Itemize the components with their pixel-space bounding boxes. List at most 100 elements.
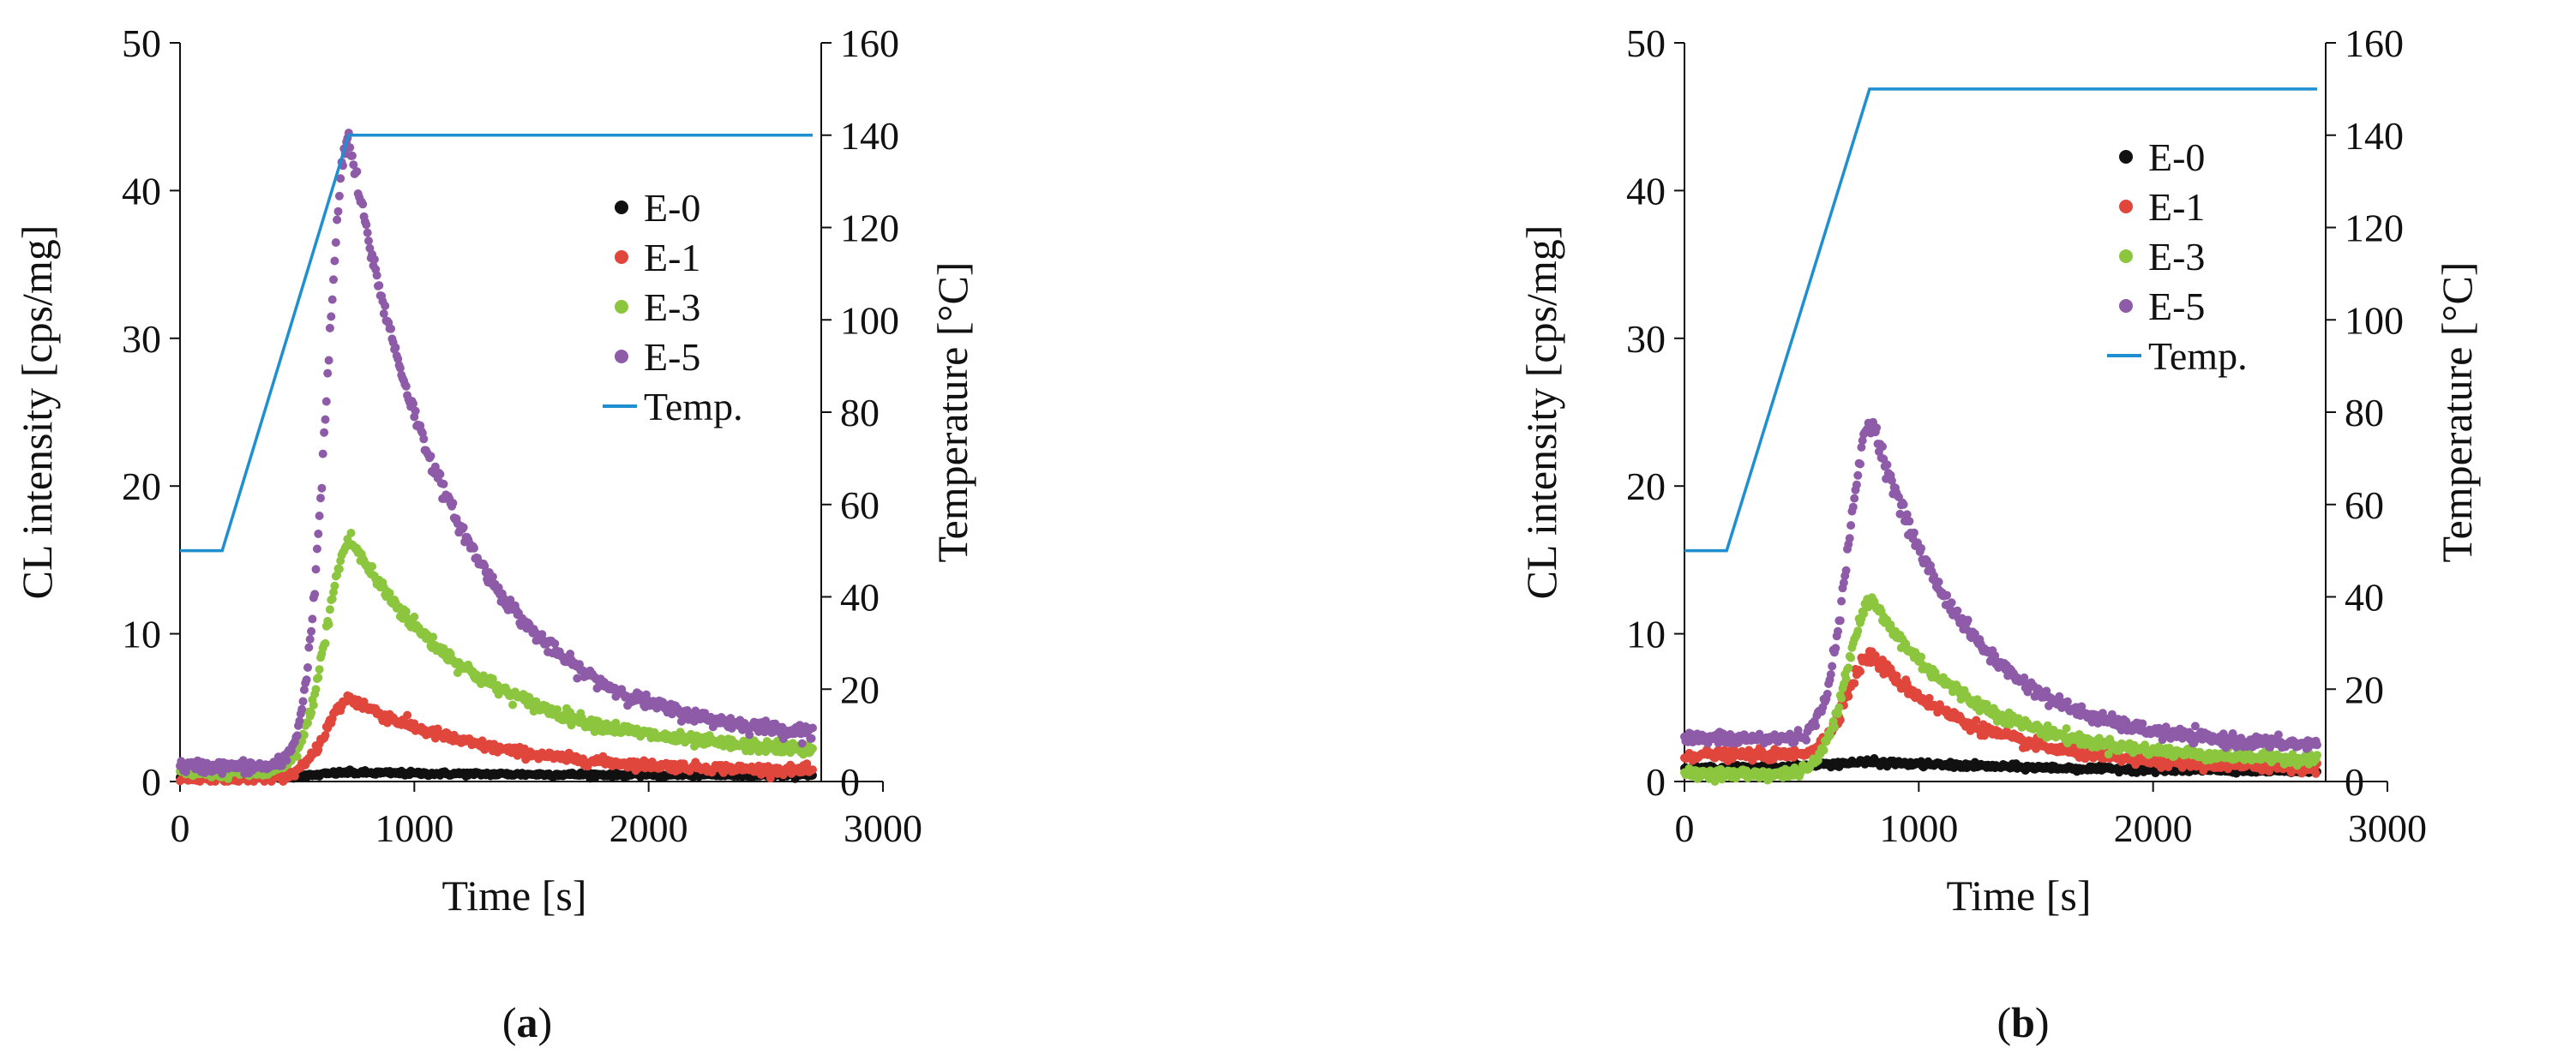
- data-point: [2273, 730, 2283, 740]
- y-tick-label: 20: [122, 464, 161, 508]
- data-point: [1835, 616, 1845, 626]
- data-point: [315, 512, 324, 520]
- data-point: [1972, 716, 1981, 725]
- data-point: [470, 543, 478, 553]
- data-point: [321, 397, 331, 406]
- data-point: [329, 275, 338, 284]
- x-tick-label: 0: [1675, 806, 1695, 850]
- data-point: [315, 665, 324, 674]
- y2-tick-label: 0: [840, 760, 860, 804]
- data-point: [797, 739, 807, 748]
- y2-tick-label: 120: [2345, 207, 2404, 250]
- data-point: [303, 663, 312, 672]
- data-point: [307, 626, 316, 636]
- data-point: [410, 612, 419, 621]
- series-temp: [180, 134, 813, 553]
- data-point: [1845, 534, 1854, 543]
- legend-label-e-5: E-5: [2148, 284, 2205, 328]
- x-tick-label: 0: [171, 806, 190, 850]
- data-point: [295, 716, 304, 726]
- data-point: [1878, 442, 1887, 452]
- series-e-5: [1680, 417, 2321, 753]
- data-point: [1882, 460, 1892, 470]
- data-point: [1841, 566, 1851, 575]
- data-point: [401, 381, 411, 391]
- y-tick-label: 40: [122, 169, 161, 213]
- y-tick-label: 0: [141, 760, 161, 804]
- data-point: [310, 590, 320, 599]
- data-point: [387, 324, 395, 333]
- data-point: [1822, 689, 1832, 698]
- legend-swatch-e-3: [2119, 249, 2133, 263]
- legend-label-temp: Temp.: [644, 385, 743, 428]
- y2-tick-label: 60: [840, 483, 880, 527]
- legend-label-e-1: E-1: [2148, 185, 2205, 229]
- data-point: [1826, 670, 1835, 679]
- data-point: [318, 449, 327, 458]
- data-point: [435, 470, 445, 479]
- data-point: [324, 620, 333, 629]
- y2-tick-label: 40: [2345, 576, 2384, 620]
- y2-tick-label: 80: [840, 391, 880, 434]
- data-point: [327, 595, 337, 603]
- data-point: [331, 238, 340, 247]
- data-point: [2062, 724, 2071, 734]
- data-point: [550, 639, 560, 649]
- data-point: [1834, 710, 1842, 718]
- data-point: [1934, 578, 1943, 586]
- data-point: [2190, 722, 2200, 731]
- data-point: [324, 356, 333, 365]
- data-point: [330, 256, 339, 266]
- data-point: [1834, 626, 1842, 636]
- data-point: [323, 368, 333, 378]
- data-point: [429, 632, 438, 642]
- data-point: [1859, 609, 1869, 619]
- y2-tick-label: 160: [840, 21, 899, 65]
- data-point: [1844, 692, 1853, 701]
- y2-tick-label: 0: [2345, 760, 2364, 804]
- data-point: [325, 323, 334, 332]
- data-point: [292, 731, 302, 740]
- data-point: [321, 731, 330, 740]
- y2-tick-label: 140: [840, 114, 899, 158]
- data-point: [488, 572, 497, 582]
- data-point: [808, 765, 817, 775]
- data-point: [573, 674, 582, 683]
- data-point: [369, 255, 379, 264]
- x-tick-label: 3000: [844, 806, 922, 850]
- data-point: [1917, 543, 1926, 553]
- legend-label-e-1: E-1: [644, 236, 700, 279]
- data-point: [312, 544, 321, 554]
- data-point: [480, 561, 489, 571]
- data-point: [1895, 509, 1905, 518]
- data-point: [334, 565, 344, 573]
- x-tick-label: 2000: [2114, 806, 2193, 850]
- data-point: [305, 635, 315, 644]
- data-point: [352, 167, 362, 177]
- y2-axis-label: Temperature [°C]: [928, 261, 976, 562]
- data-point: [1848, 502, 1858, 512]
- data-point: [1953, 606, 1962, 615]
- data-point: [385, 589, 394, 598]
- caption-a: (a): [502, 998, 552, 1046]
- x-tick-label: 1000: [1879, 806, 1958, 850]
- data-point: [1856, 459, 1864, 469]
- data-point: [1850, 679, 1859, 688]
- y-axis-label: CL intensity [cps/mg]: [1517, 225, 1565, 600]
- data-point: [308, 614, 317, 624]
- data-point: [321, 638, 330, 648]
- legend-swatch-e-5: [615, 350, 628, 363]
- data-point: [1858, 436, 1867, 446]
- caption-b: (b): [1997, 998, 2049, 1046]
- data-point: [336, 174, 345, 183]
- data-point: [2138, 719, 2147, 728]
- y2-tick-label: 20: [2345, 668, 2384, 711]
- y-tick-label: 30: [1626, 317, 1666, 361]
- x-axis-label: Time [s]: [1946, 871, 2091, 919]
- data-point: [2077, 702, 2087, 711]
- data-point: [297, 704, 307, 714]
- data-point: [808, 744, 817, 753]
- data-point: [1837, 693, 1846, 703]
- temp-line: [180, 134, 813, 553]
